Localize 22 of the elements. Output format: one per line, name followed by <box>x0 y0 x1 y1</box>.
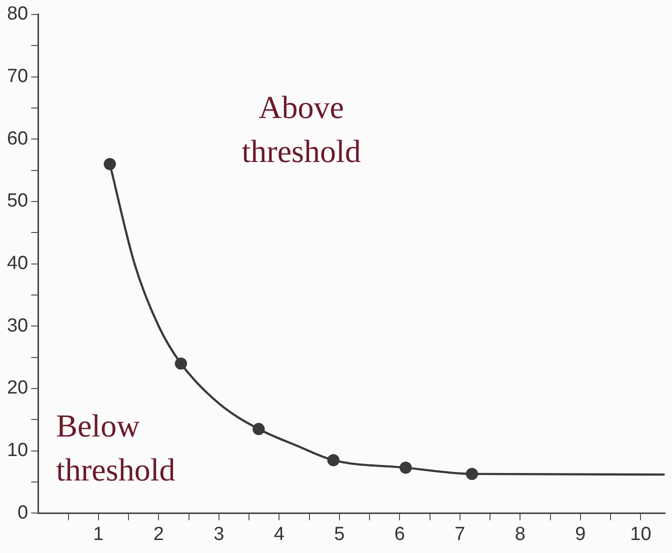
y-tick-label: 80 <box>6 4 28 25</box>
x-tick-label: 10 <box>630 524 652 545</box>
x-tick-label: 1 <box>93 524 104 545</box>
annotation: Below threshold <box>56 408 176 488</box>
annotation: Above threshold <box>242 88 361 169</box>
x-tick-label: 7 <box>454 524 466 545</box>
x-tick-label: 3 <box>214 524 224 545</box>
y-tick-label: 0 <box>18 502 28 524</box>
point <box>104 158 116 170</box>
x-tick-label: 5 <box>334 524 345 545</box>
y-tick-label: 60 <box>6 128 28 150</box>
x-tick-label: 8 <box>514 524 526 545</box>
y-tick-label: 30 <box>6 315 28 336</box>
y-tick-label: 70 <box>6 66 28 87</box>
y-tick-label: 10 <box>6 440 28 462</box>
x-tick-label: 6 <box>394 524 405 545</box>
y-tick-label: 50 <box>6 190 28 212</box>
x-tick-label: 4 <box>274 524 285 545</box>
y-tick-label: 20 <box>6 378 28 399</box>
x-tick-label: 9 <box>575 524 586 545</box>
x-tick-label: 2 <box>153 524 164 545</box>
y-tick-label: 40 <box>6 253 28 274</box>
